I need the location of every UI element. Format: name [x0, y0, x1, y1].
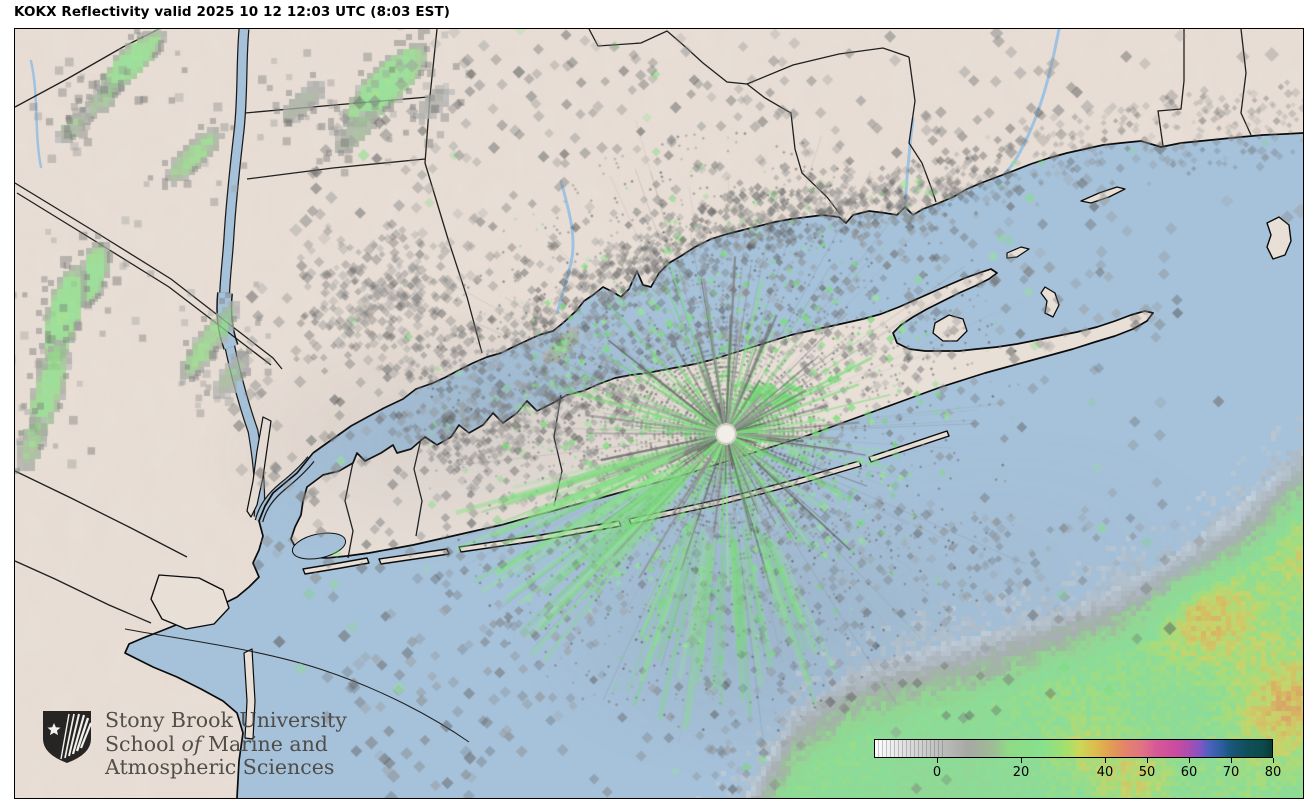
colorbar-gradient	[874, 739, 1273, 758]
page-title: KOKX Reflectivity valid 2025 10 12 12:03…	[14, 4, 451, 20]
logo-line-3: Atmospheric Sciences	[105, 755, 335, 779]
colorbar-tick	[1231, 758, 1233, 763]
colorbar-tick	[1147, 758, 1149, 763]
colorbar-tick-label: 50	[1138, 765, 1156, 780]
radar-echo-canvas	[15, 29, 1303, 798]
colorbar-tick-label: 20	[1012, 765, 1030, 780]
colorbar-tick-label: 0	[932, 765, 942, 780]
colorbar-tick	[1021, 758, 1023, 763]
colorbar-tick-label: 40	[1096, 765, 1114, 780]
colorbar-tick-label: 70	[1222, 765, 1240, 780]
reflectivity-colorbar: 0 20 40 50 60 70 80	[874, 739, 1281, 787]
university-shield-icon	[43, 711, 93, 763]
colorbar-tick-label: 80	[1264, 765, 1282, 780]
colorbar-tick	[1273, 758, 1275, 763]
logo-line-2: School of Marine and	[105, 731, 328, 756]
logo-line-1: Stony Brook University	[105, 708, 347, 732]
colorbar-discrete-stripes	[875, 740, 945, 757]
colorbar-tick-label: 60	[1180, 765, 1198, 780]
colorbar-tick	[937, 758, 939, 763]
stonybrook-logo: Stony Brook University School of Marine …	[39, 708, 347, 780]
radar-map: Stony Brook University School of Marine …	[14, 28, 1304, 799]
logo-text: Stony Brook University School of Marine …	[105, 708, 347, 780]
colorbar-tick	[1105, 758, 1107, 763]
colorbar-tick	[1189, 758, 1191, 763]
